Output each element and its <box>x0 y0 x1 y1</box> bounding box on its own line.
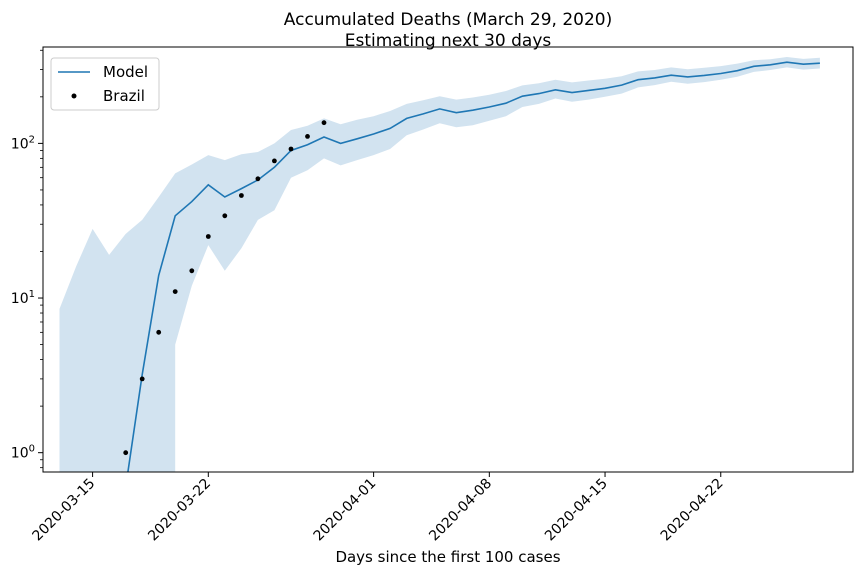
brazil-point <box>272 158 277 164</box>
brazil-point <box>139 376 145 382</box>
x-tick-label: 2020-04-01 <box>311 476 380 545</box>
x-tick-label: 2020-04-08 <box>426 476 495 545</box>
legend-box <box>50 57 160 111</box>
legend: Model Brazil <box>50 57 160 111</box>
brazil-point <box>205 234 211 239</box>
brazil-point <box>222 213 228 219</box>
x-tick-label: 2020-04-22 <box>658 476 727 545</box>
y-axis-ticks: 100 101 102 <box>11 49 43 469</box>
brazil-point <box>305 134 310 139</box>
model-line <box>127 61 820 472</box>
brazil-point <box>288 146 294 152</box>
x-tick-label: 2020-03-15 <box>30 476 99 545</box>
brazil-point <box>255 176 261 182</box>
plot-area <box>59 57 820 472</box>
chart-subtitle: Estimating next 30 days <box>345 31 552 51</box>
y-tick-label: 102 <box>11 134 35 152</box>
x-axis-ticks: 2020-03-15 2020-03-22 2020-04-01 2020-04-08… <box>30 472 727 544</box>
y-tick-label: 101 <box>11 289 35 307</box>
x-tick-label: 2020-04-15 <box>542 476 611 545</box>
plot-frame <box>42 46 854 473</box>
plot-series <box>59 57 820 472</box>
legend-brazil-swatch <box>71 93 77 99</box>
chart-title: Accumulated Deaths (March 29, 2020) <box>284 10 612 30</box>
brazil-point <box>172 289 178 294</box>
brazil-point <box>239 193 244 198</box>
brazil-point <box>123 450 129 456</box>
x-axis-label: Days since the first 100 cases <box>335 548 560 566</box>
model-confidence-band <box>59 57 820 472</box>
y-tick-label: 100 <box>11 444 35 462</box>
legend-brazil-label: Brazil <box>103 87 145 105</box>
brazil-point <box>321 120 327 126</box>
brazil-point <box>189 268 195 274</box>
brazil-point <box>156 329 162 335</box>
legend-model-label: Model <box>103 63 148 81</box>
x-tick-label: 2020-03-22 <box>145 476 214 545</box>
